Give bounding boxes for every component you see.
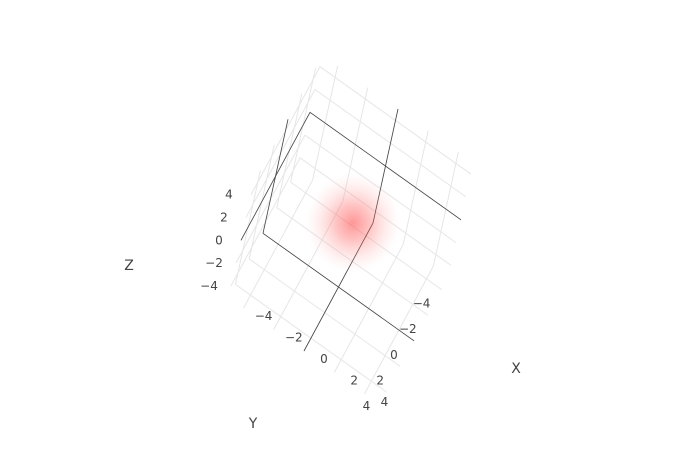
y-tick-label: 0 bbox=[390, 348, 398, 362]
zero-line-back-wall-z bbox=[309, 111, 462, 221]
x-tick-label: 0 bbox=[320, 352, 328, 366]
axis-titles: X Y Z bbox=[124, 258, 521, 432]
z-tick-label: −2 bbox=[205, 256, 223, 270]
y-tick-label: −4 bbox=[413, 297, 431, 311]
z-tick-label: −4 bbox=[200, 279, 218, 293]
x-tick-label: 2 bbox=[350, 374, 358, 388]
zero-line-floor-y bbox=[262, 232, 415, 342]
x-tick-label: −2 bbox=[285, 331, 303, 345]
y-tick-label: 4 bbox=[363, 399, 371, 413]
x-tick-label: 4 bbox=[381, 395, 389, 409]
z-axis-title: Z bbox=[124, 258, 134, 274]
x-tick-label: −4 bbox=[255, 309, 273, 323]
z-tick-label: 0 bbox=[215, 233, 223, 247]
volume-blob bbox=[304, 172, 402, 274]
y-tick-label: −2 bbox=[399, 322, 417, 336]
z-tick-label: 4 bbox=[225, 188, 233, 202]
x-axis-title: X bbox=[511, 361, 521, 377]
volume-density-blob bbox=[304, 172, 402, 274]
y-axis-title: Y bbox=[248, 416, 258, 432]
zero-line-side-wall-z bbox=[240, 112, 311, 241]
z-tick-label: 2 bbox=[220, 210, 228, 224]
y-tick-label: 2 bbox=[376, 373, 384, 387]
